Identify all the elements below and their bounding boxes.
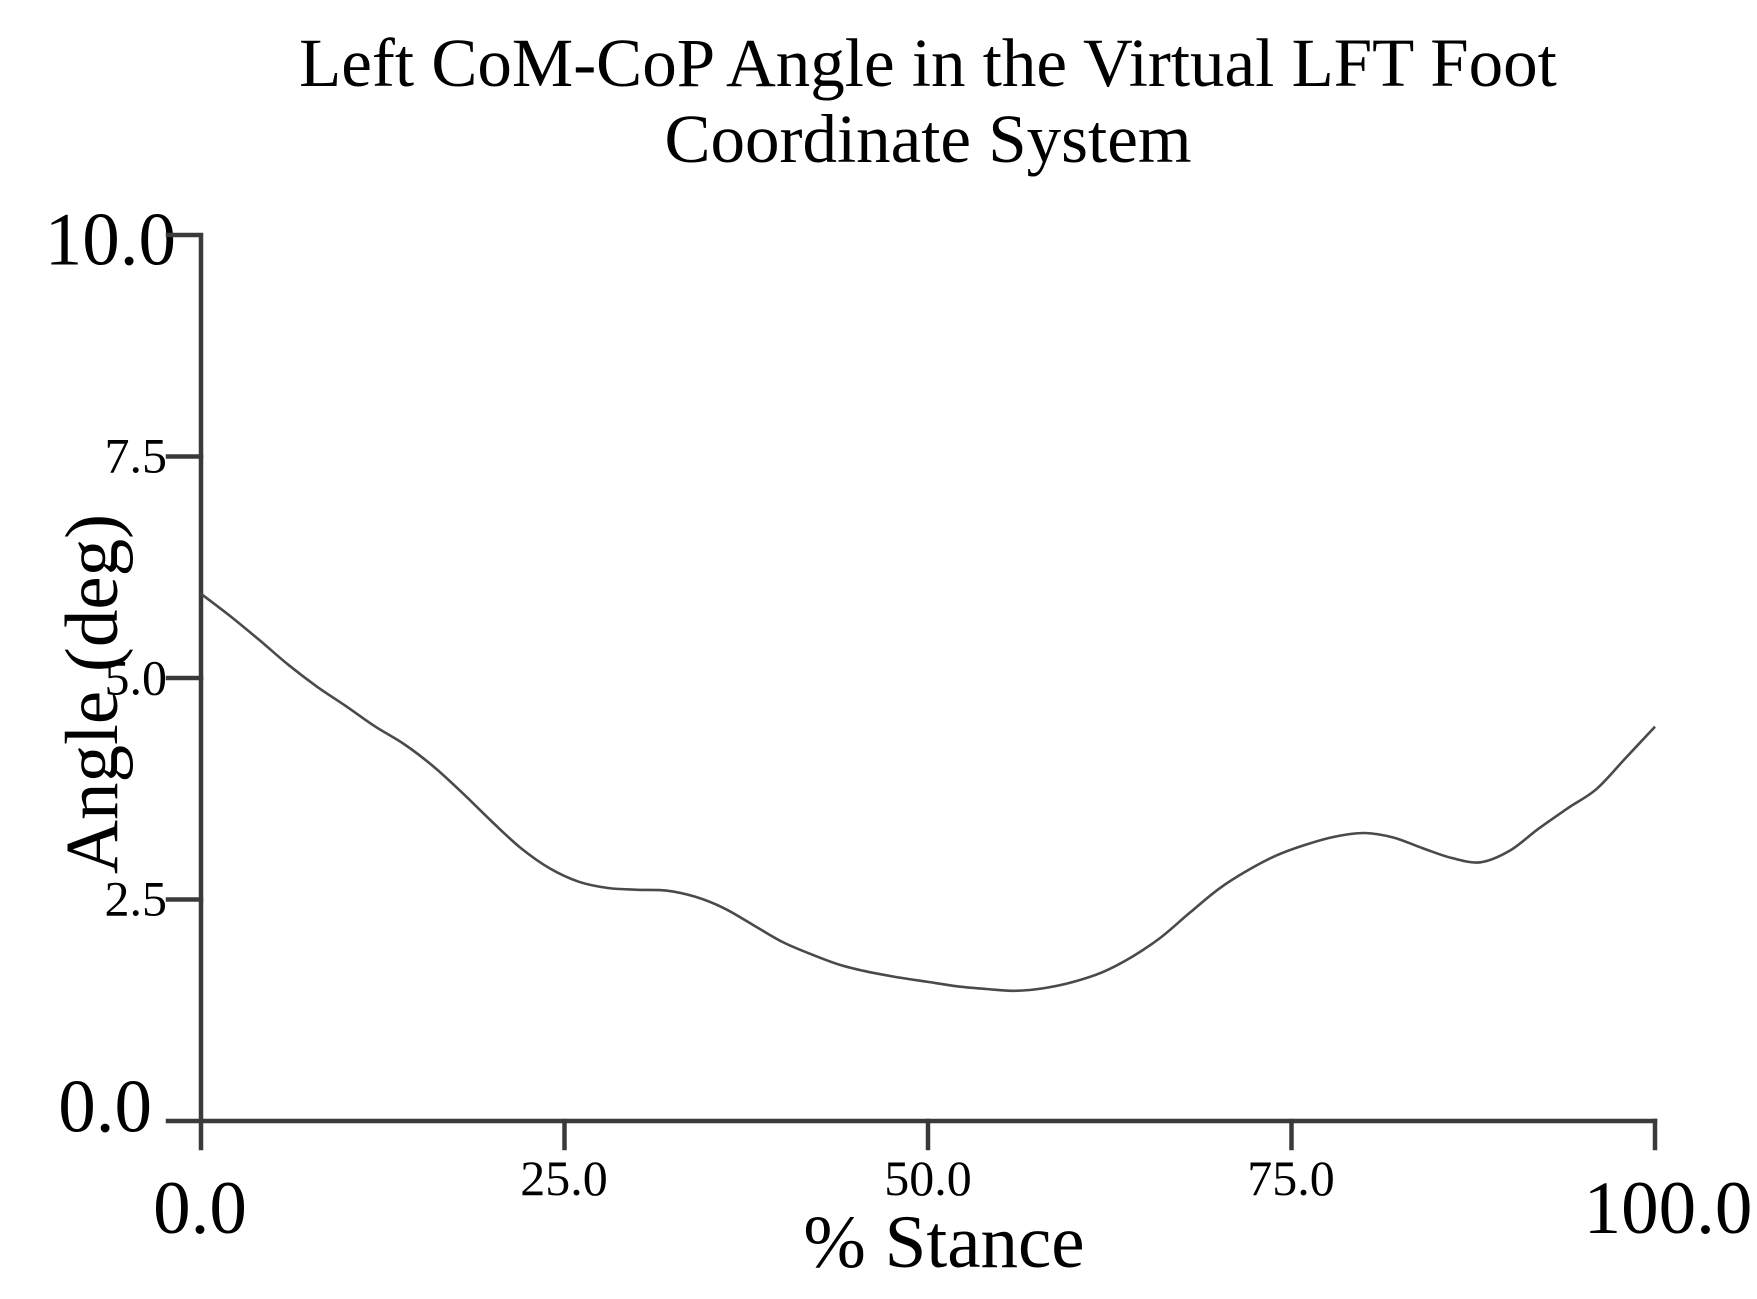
y-tick-label-7-5: 7.5 — [104, 427, 168, 484]
x-tick-label-75-0: 75.0 — [1247, 1150, 1335, 1206]
y-tick-label-2-5: 2.5 — [104, 870, 168, 927]
chart-title-line-2: Coordinate System — [664, 100, 1192, 177]
y-tick-label-0-0: 0.0 — [58, 1065, 152, 1149]
axis-lines — [165, 232, 1658, 1124]
x-tick-label-50-0: 50.0 — [884, 1150, 972, 1206]
x-axis-title: % Stance — [803, 1201, 1085, 1284]
x-tick-label-25-0: 25.0 — [520, 1150, 608, 1206]
data-curve-left-com-cop-angle — [200, 592, 1656, 993]
axis-tick-marks — [165, 454, 1658, 1151]
x-tick-label-100-0: 100.0 — [1583, 1167, 1753, 1250]
chart-title: Left CoM-CoP Angle in the Virtual LFT Fo… — [201, 25, 1655, 178]
y-tick-label-10-0: 10.0 — [44, 198, 176, 282]
x-tick-label-0-0: 0.0 — [153, 1167, 247, 1250]
chart-title-line-1: Left CoM-CoP Angle in the Virtual LFT Fo… — [299, 25, 1557, 101]
y-tick-label-5-0: 5.0 — [104, 649, 168, 706]
